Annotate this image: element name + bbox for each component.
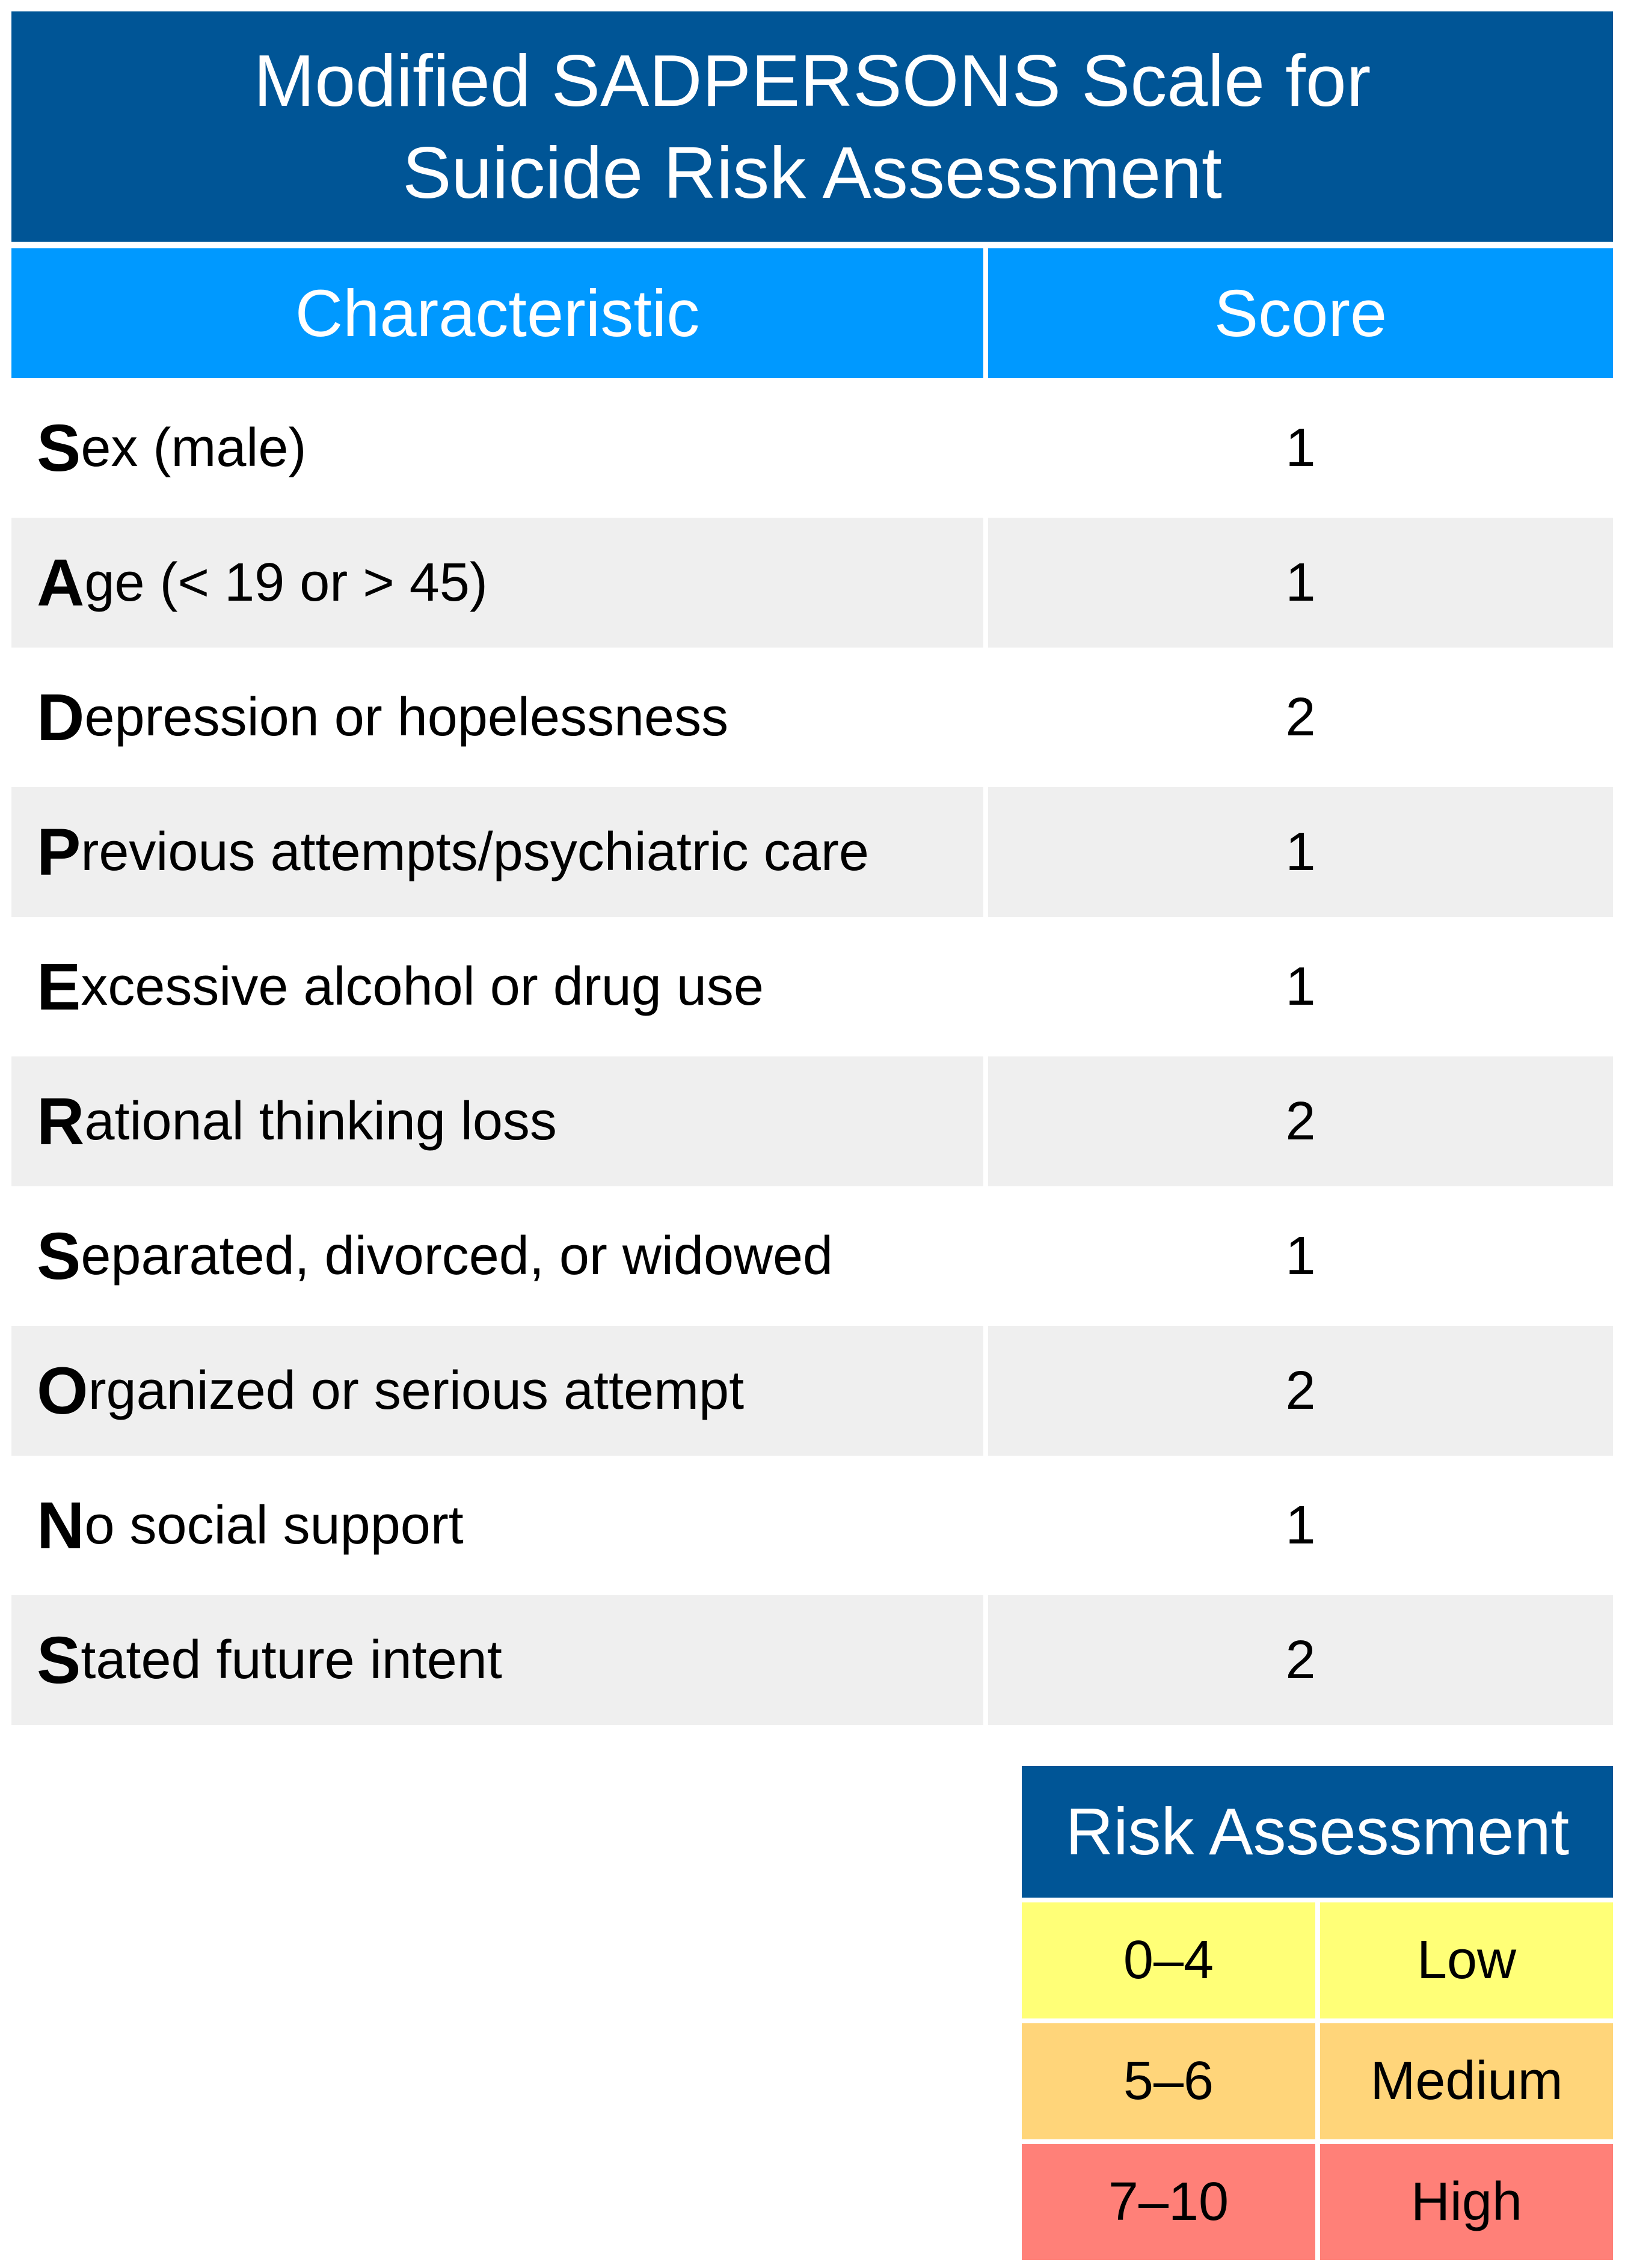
- row-text: ex (male): [81, 417, 307, 478]
- risk-range-low: 0–4: [1022, 1902, 1315, 2018]
- row-initial: N: [37, 1488, 85, 1563]
- row-initial: R: [37, 1084, 85, 1159]
- risk-level-low: Low: [1320, 1902, 1613, 2018]
- title-line-2: Suicide Risk Assessment: [402, 131, 1222, 213]
- row-text: rganized or serious attempt: [88, 1360, 745, 1421]
- risk-level-high: High: [1320, 2144, 1613, 2260]
- table-row-score: 1: [1285, 956, 1316, 1017]
- table-row-score: 1: [988, 787, 1613, 917]
- characteristic-column-header: Characteristic: [11, 248, 983, 378]
- table-row-score: 1: [988, 518, 1613, 648]
- table-row-score: 1: [1285, 1225, 1316, 1286]
- table-row-score: 1: [1285, 417, 1316, 478]
- row-text: eparated, divorced, or widowed: [81, 1225, 834, 1286]
- score-column-header: Score: [988, 248, 1613, 378]
- page-title: Modified SADPERSONS Scale for Suicide Ri…: [11, 11, 1613, 242]
- title-line-1: Modified SADPERSONS Scale for: [253, 39, 1371, 121]
- row-text: tated future intent: [81, 1629, 502, 1690]
- row-text: o social support: [84, 1495, 464, 1555]
- table-row-score: 2: [1285, 687, 1316, 747]
- row-initial: D: [37, 680, 85, 755]
- row-text: xcessive alcohol or drug use: [81, 956, 764, 1017]
- row-initial: S: [37, 1219, 81, 1293]
- row-initial: S: [37, 1623, 81, 1697]
- row-initial: E: [37, 949, 81, 1024]
- row-text: epression or hopelessness: [84, 687, 729, 747]
- table-row-score: 2: [988, 1056, 1613, 1186]
- risk-level-medium: Medium: [1320, 2023, 1613, 2139]
- row-initial: O: [37, 1353, 88, 1428]
- table-row-score: 2: [988, 1326, 1613, 1456]
- row-initial: S: [37, 411, 81, 485]
- risk-range-high: 7–10: [1022, 2144, 1315, 2260]
- row-text: ge (< 19 or > 45): [84, 552, 488, 613]
- row-text: ational thinking loss: [84, 1091, 557, 1151]
- risk-assessment-title: Risk Assessment: [1022, 1766, 1613, 1898]
- table-row-score: 1: [1285, 1495, 1316, 1555]
- row-text: revious attempts/psychiatric care: [81, 821, 869, 882]
- risk-range-medium: 5–6: [1022, 2023, 1315, 2139]
- row-initial: P: [37, 815, 81, 889]
- table-row-score: 2: [988, 1595, 1613, 1725]
- row-initial: A: [37, 545, 85, 620]
